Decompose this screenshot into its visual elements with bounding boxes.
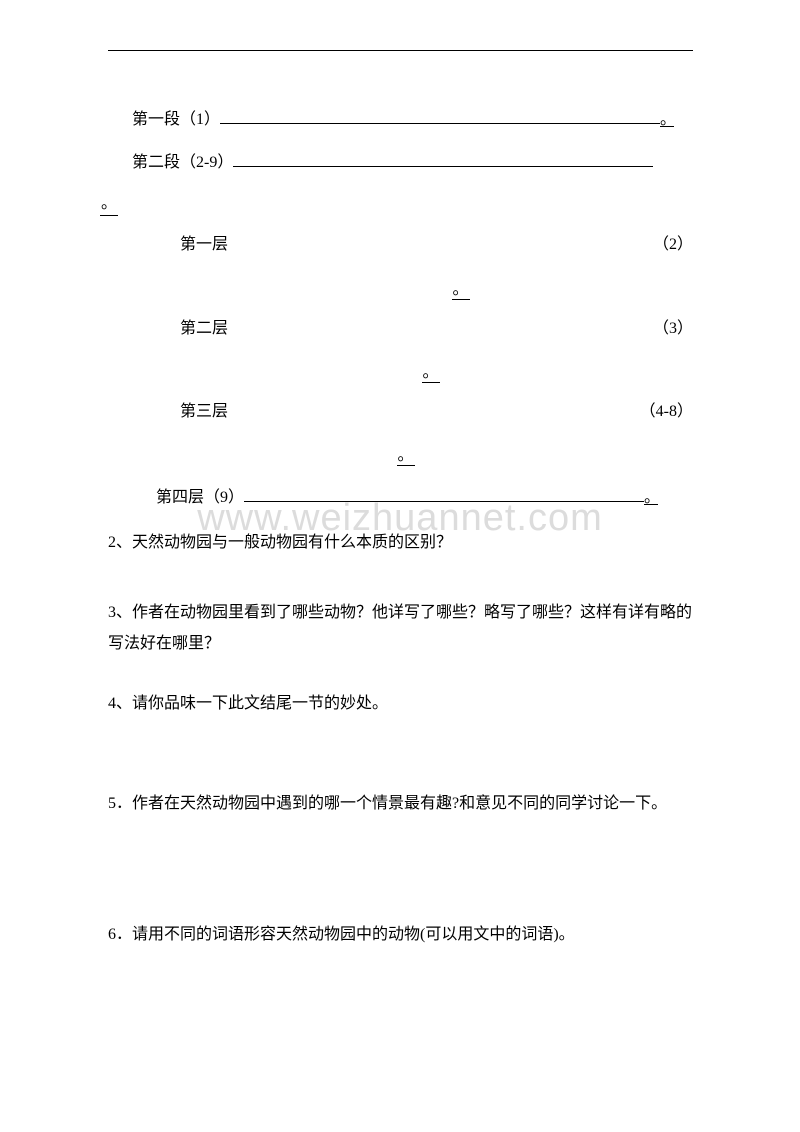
layer-1-label: 第一层 xyxy=(180,234,228,256)
layer-4-period: 。 xyxy=(644,487,658,505)
layer-4-blank xyxy=(244,484,644,502)
segment-1-blank xyxy=(220,106,660,124)
layer-2-period-row: 。 xyxy=(108,358,693,383)
layer-1-period: 。 xyxy=(452,275,470,300)
segment-1-row: 第一段（1） 。 xyxy=(108,106,693,131)
layer-3-period-row: 。 xyxy=(108,441,693,466)
layer-1-row: 第一层 （2） xyxy=(108,234,693,256)
layer-2-period: 。 xyxy=(422,358,440,383)
segment-2-label: 第二段（2-9） xyxy=(132,154,233,171)
segment-1-label: 第一段（1） xyxy=(132,111,220,128)
layer-1-num: （2） xyxy=(653,234,693,256)
layer-3-label: 第三层 xyxy=(180,401,228,423)
question-2: 2、天然动物园与一般动物园有什么本质的区别？ xyxy=(108,528,693,558)
standalone-period-row: 。 xyxy=(100,193,693,216)
layer-3-num: （4-8） xyxy=(640,401,693,423)
layer-2-num: （3） xyxy=(653,318,693,340)
question-3: 3、作者在动物园里看到了哪些动物？他详写了哪些？略写了哪些？这样有详有略的写法好… xyxy=(108,598,693,659)
question-5: 5．作者在天然动物园中遇到的哪一个情景最有趣?和意见不同的同学讨论一下。 xyxy=(108,789,693,819)
layer-2-label: 第二层 xyxy=(180,318,228,340)
standalone-period: 。 xyxy=(100,193,118,216)
layer-3-period: 。 xyxy=(397,441,415,466)
top-rule xyxy=(108,50,693,51)
layer-1-period-row: 。 xyxy=(108,275,693,300)
segment-1-period: 。 xyxy=(660,109,674,127)
layer-2-row: 第二层 （3） xyxy=(108,318,693,340)
layer-3-row: 第三层 （4-8） xyxy=(108,401,693,423)
page-content: 第一段（1） 。 第二段（2-9） 。 第一层 （2） 。 第二层 （3） 。 第… xyxy=(108,50,693,960)
layer-4-row: 第四层（9） 。 xyxy=(108,484,693,509)
layer-4-label: 第四层（9） xyxy=(156,489,244,506)
question-6: 6．请用不同的词语形容天然动物园中的动物(可以用文中的词语)。 xyxy=(108,920,693,950)
question-4: 4、请你品味一下此文结尾一节的妙处。 xyxy=(108,689,693,719)
segment-2-blank xyxy=(233,149,653,167)
segment-2-row: 第二段（2-9） xyxy=(108,149,693,174)
